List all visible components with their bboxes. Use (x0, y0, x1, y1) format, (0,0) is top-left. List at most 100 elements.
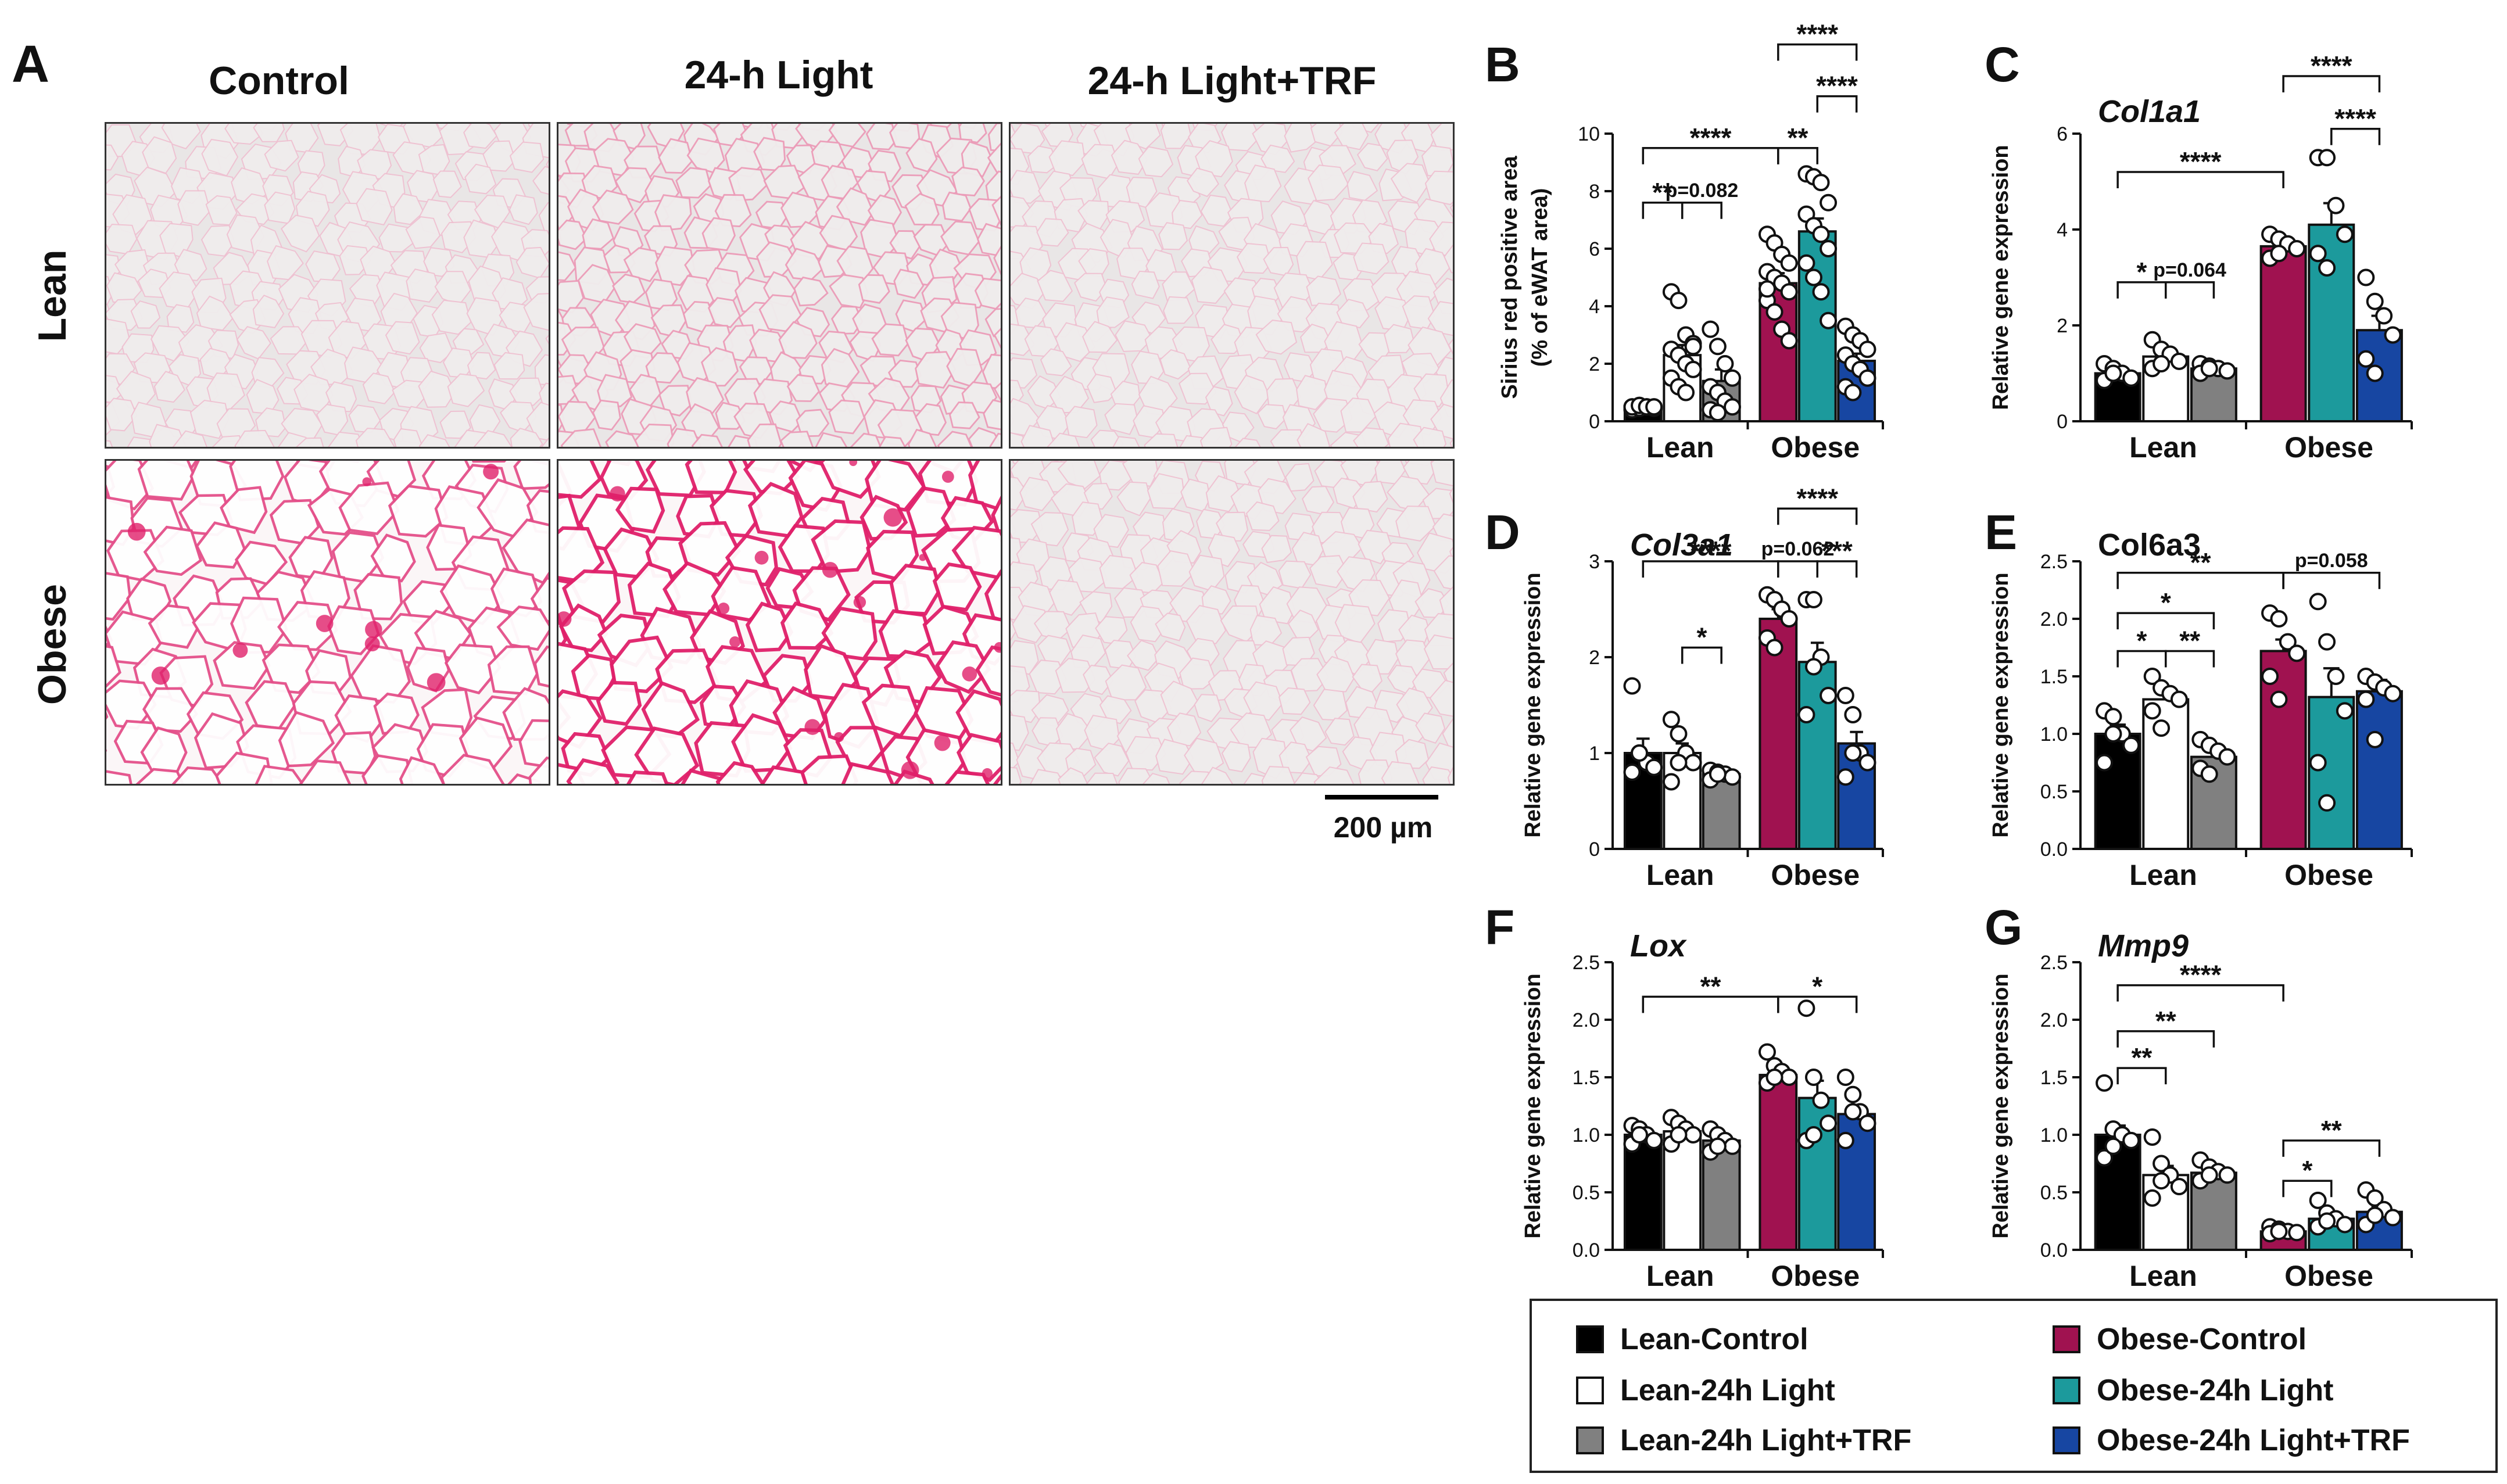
y-tick-label: 0.0 (2040, 1239, 2068, 1261)
data-point (2122, 369, 2140, 387)
y-axis-label: Relative gene expression (1989, 973, 2013, 1238)
data-point (2288, 1224, 2306, 1242)
data-point (2261, 604, 2279, 622)
data-point (1662, 773, 1680, 791)
data-point (2200, 357, 2218, 375)
significance-bracket (1816, 95, 1858, 113)
data-point (1812, 283, 1830, 301)
data-point (2270, 610, 2288, 628)
chart-g: G Mmp9 Relative gene expression 0.0 0.5 1.0 1.… (1985, 900, 2413, 1292)
data-point (1709, 763, 1727, 781)
data-point (1638, 398, 1656, 416)
legend-swatch (1576, 1325, 1604, 1353)
significance-label: * (2161, 587, 2171, 618)
data-point (2318, 1212, 2336, 1230)
data-point (1812, 174, 1830, 192)
data-point (1645, 1131, 1663, 1149)
data-point (1670, 346, 1688, 364)
data-point (1723, 768, 1741, 786)
data-point (1773, 274, 1791, 292)
data-point (2261, 668, 2279, 685)
data-point (1797, 706, 1815, 723)
legend-swatch (2053, 1325, 2080, 1353)
data-point (1780, 254, 1798, 272)
data-point (2261, 249, 2279, 267)
data-point (1758, 586, 1776, 604)
data-point (1638, 398, 1656, 416)
data-point (2209, 360, 2227, 378)
significance-bracket (2116, 1030, 2215, 1048)
data-point (2357, 350, 2375, 368)
bar-lean-24h-light-trf (2190, 367, 2237, 422)
data-point (1773, 245, 1791, 263)
data-point (1631, 396, 1649, 414)
data-point (1765, 303, 1783, 321)
significance-label: * (2136, 625, 2147, 655)
y-tick-label: 0.5 (2040, 1182, 2068, 1204)
data-point (1631, 1120, 1649, 1138)
panel-letter-c: C (1985, 37, 2020, 92)
data-point (1758, 629, 1776, 647)
data-point (2270, 1220, 2288, 1238)
significance-bracket (1681, 646, 1722, 664)
data-point (2366, 673, 2384, 691)
significance-label: **** (1690, 536, 1732, 566)
legend-box (1530, 1299, 2498, 1473)
data-point (2200, 1158, 2218, 1176)
data-point (1820, 240, 1838, 257)
significance-label: *** (1821, 536, 1853, 566)
significance-bracket (1642, 995, 1779, 1013)
y-tick-label: 2 (1589, 353, 1600, 375)
data-point (2096, 355, 2114, 372)
significance-bracket (1777, 147, 1818, 164)
bar-lean-24h-light-trf (2190, 755, 2237, 850)
data-point (1723, 1137, 1741, 1155)
y-tick-label: 0.5 (1573, 1182, 1600, 1204)
significance-bracket (2282, 1180, 2333, 1198)
data-point (2327, 1210, 2345, 1228)
legend-label: Lean-24h Light (1620, 1374, 1835, 1407)
panel-letter-a: A (12, 35, 49, 94)
data-point (1702, 1120, 1720, 1138)
bar-obese-24h-light-trf (1837, 360, 1876, 422)
data-point (1662, 340, 1680, 359)
data-point (1709, 404, 1727, 422)
data-point (1638, 398, 1656, 416)
data-point (2191, 1151, 2209, 1169)
data-point (2279, 633, 2297, 651)
data-point (2143, 702, 2161, 720)
bar-lean-24h-light (1663, 354, 1702, 423)
data-point (2200, 1166, 2218, 1184)
data-point (2104, 1120, 2122, 1138)
y-tick-label: 1.0 (1573, 1124, 1600, 1146)
legend-swatch (2053, 1377, 2080, 1404)
legend-label: Lean-24h Light+TRF (1620, 1424, 1912, 1457)
column-header-control: Control (209, 59, 349, 103)
y-axis-label: Relative gene expression (1989, 572, 2013, 837)
data-point (2209, 1163, 2227, 1181)
significance-bracket (2282, 1139, 2381, 1157)
bar-lean-24h-light (2142, 355, 2190, 422)
significance-label: **** (2180, 146, 2222, 177)
significance-label: **** (1796, 19, 1838, 49)
data-point (1684, 360, 1702, 378)
bar-obese-24h-light (2308, 696, 2355, 850)
legend-item: Obese-24h Light (2053, 1371, 2333, 1410)
scale-bar-label: 200 µm (1333, 811, 1433, 844)
y-tick-label: 2 (1589, 647, 1600, 669)
data-point (2143, 668, 2161, 685)
data-point (2218, 362, 2236, 380)
bar-obese-control (1759, 282, 1798, 422)
x-group-label: Obese (2284, 1260, 2373, 1292)
data-point (2366, 1189, 2384, 1207)
data-point (1797, 165, 1815, 183)
data-point (1645, 398, 1663, 416)
y-tick-label: 0 (1589, 411, 1600, 433)
data-point (2122, 736, 2140, 754)
data-point (2366, 1206, 2384, 1224)
data-point (1684, 1126, 1702, 1144)
data-point (1709, 765, 1727, 783)
panel-letter-b: B (1485, 37, 1520, 92)
data-point (1820, 687, 1838, 704)
data-point (2318, 149, 2336, 167)
